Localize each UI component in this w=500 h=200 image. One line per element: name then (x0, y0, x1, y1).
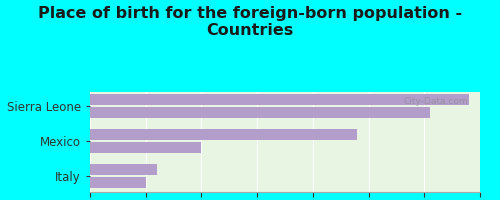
Text: Place of birth for the foreign-born population -
Countries: Place of birth for the foreign-born popu… (38, 6, 462, 38)
Bar (90, 177, 146, 188)
Bar (90, 107, 430, 118)
Text: City-Data.com: City-Data.com (404, 97, 468, 106)
Bar (90, 164, 157, 175)
Bar (90, 129, 357, 140)
Bar (90, 94, 469, 105)
Bar (90, 142, 202, 153)
